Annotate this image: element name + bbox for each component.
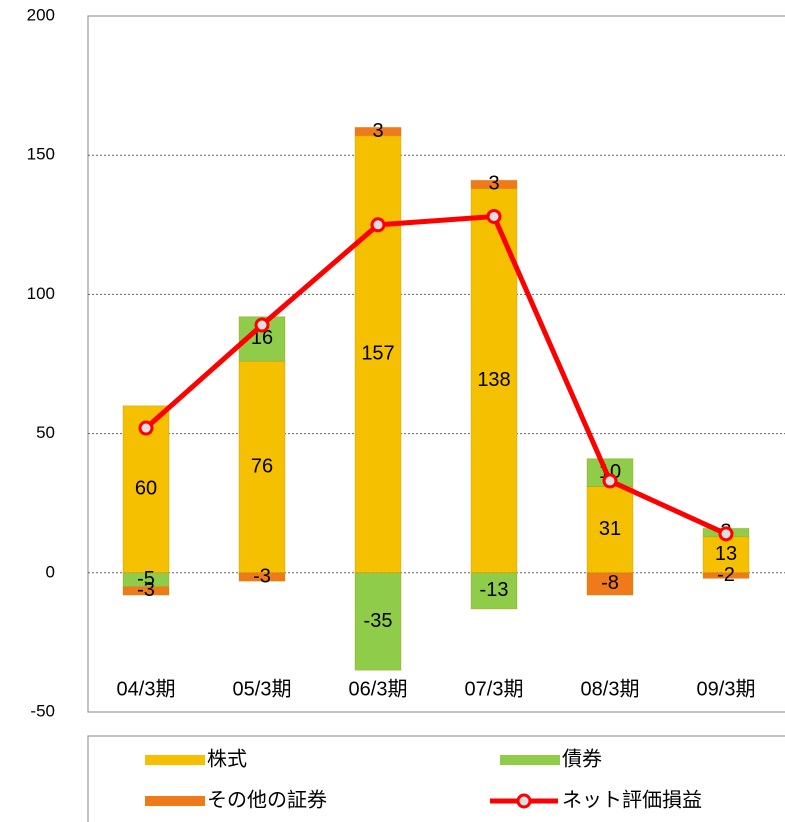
legend-box bbox=[87, 735, 785, 822]
line-marker bbox=[254, 317, 270, 333]
legend-label: 株式 bbox=[207, 747, 247, 770]
legend-label: ネット評価損益 bbox=[562, 788, 702, 811]
bar-segment bbox=[586, 572, 634, 596]
x-tick-label: 06/3期 bbox=[349, 678, 408, 700]
line bbox=[144, 213, 728, 537]
data-label: 60 bbox=[135, 478, 157, 500]
bar-segment bbox=[702, 572, 750, 579]
legend-marker bbox=[516, 793, 532, 809]
data-label: -3 bbox=[137, 579, 155, 601]
data-label: -2 bbox=[717, 564, 735, 586]
y-tick-label: 100 bbox=[27, 284, 55, 303]
y-tick-label: 50 bbox=[36, 423, 55, 442]
line-marker bbox=[718, 526, 734, 542]
legend-label: その他の証券 bbox=[207, 788, 327, 811]
legend-swatch bbox=[500, 755, 560, 765]
plot-area bbox=[87, 15, 785, 713]
x-tick-label: 08/3期 bbox=[581, 678, 640, 700]
legend-swatch bbox=[145, 755, 205, 765]
y-tick-label: 200 bbox=[27, 5, 55, 24]
data-label: -35 bbox=[364, 610, 393, 632]
bar-segment bbox=[470, 179, 518, 190]
data-label: 138 bbox=[477, 369, 510, 391]
y-tick-label: -50 bbox=[30, 701, 55, 720]
line-marker bbox=[138, 420, 154, 436]
data-label: -13 bbox=[480, 579, 509, 601]
x-tick-label: 05/3期 bbox=[233, 678, 292, 700]
data-label: 3 bbox=[372, 120, 383, 142]
data-label: 157 bbox=[361, 343, 394, 365]
bar-segment bbox=[238, 360, 286, 574]
legend-swatch bbox=[145, 796, 205, 806]
bar-segment bbox=[354, 135, 402, 574]
line-marker bbox=[486, 208, 502, 224]
legend-label: 債券 bbox=[562, 747, 602, 770]
bar-segment bbox=[586, 485, 634, 574]
y-tick-label: 150 bbox=[27, 145, 55, 164]
data-label: 31 bbox=[599, 518, 621, 540]
y-tick-label: 0 bbox=[46, 562, 55, 581]
data-label: 3 bbox=[488, 173, 499, 195]
bar-segment bbox=[354, 126, 402, 137]
x-tick-label: 07/3期 bbox=[465, 678, 524, 700]
line-marker bbox=[370, 217, 386, 233]
data-label: -3 bbox=[253, 565, 271, 587]
line-marker bbox=[602, 473, 618, 489]
data-label: -5 bbox=[137, 568, 155, 590]
bar-segment bbox=[470, 572, 518, 610]
data-label: -8 bbox=[601, 572, 619, 594]
data-label: 13 bbox=[715, 543, 737, 565]
bar-segment bbox=[354, 572, 402, 671]
bar-segment bbox=[238, 572, 286, 582]
x-tick-label: 09/3期 bbox=[697, 678, 756, 700]
bar-segment bbox=[122, 586, 170, 596]
x-tick-label: 04/3期 bbox=[117, 678, 176, 700]
data-label: 76 bbox=[251, 455, 273, 477]
